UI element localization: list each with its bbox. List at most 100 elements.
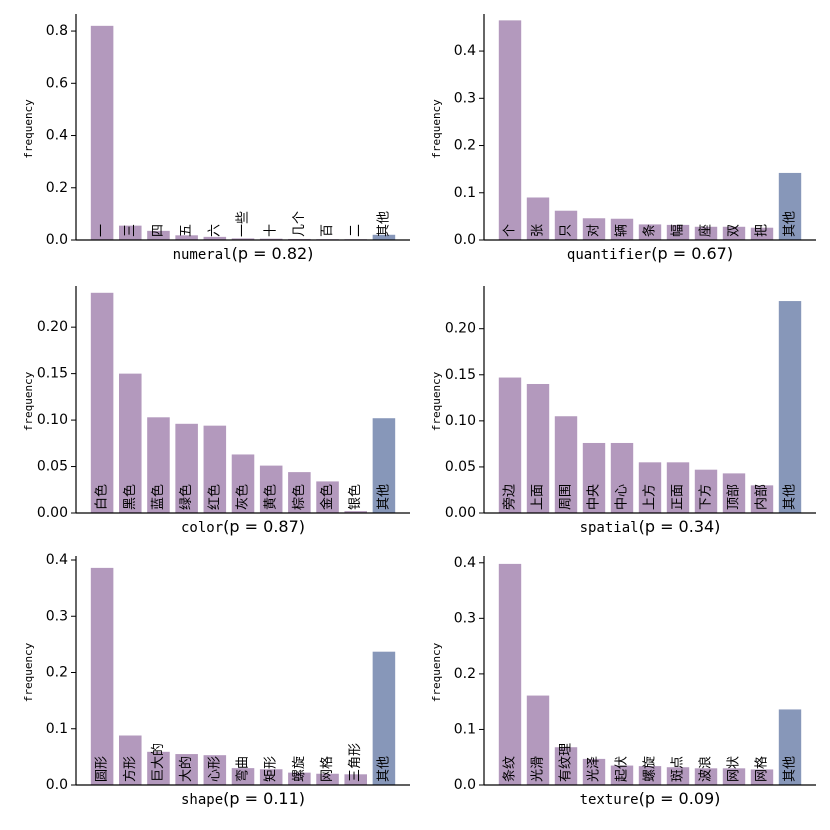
ytick-label-color-3: 0.15 xyxy=(37,366,68,382)
bar-spatial-8 xyxy=(722,473,746,513)
ytick-label-shape-3: 0.3 xyxy=(46,608,68,624)
bar-label-spatial-0: 旁边 xyxy=(502,484,518,510)
bar-label-quantifier-10: 其他 xyxy=(783,211,798,237)
bar-label-color-10: 其他 xyxy=(376,484,391,510)
bar-label-shape-5: 弯曲 xyxy=(235,756,251,782)
bar-quantifier-2 xyxy=(554,210,578,240)
bar-texture-10 xyxy=(778,709,802,785)
bar-label-numeral-0: 一 xyxy=(95,224,110,237)
ytick-label-texture-0: 0.0 xyxy=(454,777,476,793)
xlabel-spatial: spatial(p = 0.34) xyxy=(580,517,721,536)
ytick-label-color-0: 0.00 xyxy=(37,505,68,521)
bar-label-numeral-1: 三 xyxy=(123,224,138,237)
bar-label-numeral-4: 六 xyxy=(207,224,222,237)
chart-spatial: 旁边 上面 周围 中央 中心 上方 正面 下方 顶部 内部 其他 0.00 0.05 0.10 0.15 0.… xyxy=(430,286,816,536)
ytick-label-numeral-1: 0.2 xyxy=(46,180,68,196)
bar-spatial-7 xyxy=(694,469,718,513)
bar-label-color-0: 白色 xyxy=(94,484,110,510)
bar-spatial-1 xyxy=(526,383,550,513)
bar-spatial-5 xyxy=(638,462,662,513)
ylabel-spatial: frequency xyxy=(430,371,443,431)
bar-quantifier-0 xyxy=(498,20,522,240)
ytick-label-quantifier-3: 0.3 xyxy=(454,90,476,106)
bar-label-shape-9: 三角形 xyxy=(348,743,363,782)
bar-quantifier-6 xyxy=(666,224,690,240)
bar-label-spatial-10: 其他 xyxy=(783,484,798,510)
bar-shape-10 xyxy=(372,651,396,785)
ytick-label-spatial-3: 0.15 xyxy=(445,367,476,383)
bar-label-numeral-10: 其他 xyxy=(376,211,391,237)
ytick-label-texture-2: 0.2 xyxy=(454,666,476,682)
ytick-label-numeral-4: 0.8 xyxy=(46,23,68,39)
ytick-label-spatial-2: 0.10 xyxy=(445,413,476,429)
bar-texture-4 xyxy=(610,765,634,785)
bar-texture-3 xyxy=(582,758,606,785)
bar-shape-4 xyxy=(203,755,227,785)
bar-shape-8 xyxy=(316,773,339,785)
bar-quantifier-5 xyxy=(638,224,662,240)
bar-quantifier-1 xyxy=(526,197,550,240)
bar-texture-2 xyxy=(554,747,578,785)
chart-quantifier: 个张只对辆条幅座双把其他 0.0 0.1 0.2 0.3 0.4 frequency quan… xyxy=(430,14,816,263)
bar-texture-5 xyxy=(638,766,662,785)
ytick-label-texture-4: 0.4 xyxy=(454,555,476,571)
ytick-label-texture-1: 0.1 xyxy=(454,721,476,737)
bar-label-shape-7: 螺旋 xyxy=(292,756,307,782)
bar-spatial-10 xyxy=(778,301,802,513)
bar-label-spatial-5: 上方 xyxy=(642,484,658,510)
bar-label-shape-3: 大的 xyxy=(178,756,194,782)
ytick-label-spatial-1: 0.05 xyxy=(445,459,476,475)
bar-color-1 xyxy=(119,373,142,514)
bar-label-texture-5: 螺旋 xyxy=(643,756,658,782)
ytick-label-spatial-0: 0.00 xyxy=(445,505,476,521)
bar-numeral-4 xyxy=(203,236,227,240)
bar-label-numeral-2: 四 xyxy=(151,224,166,237)
ytick-label-shape-0: 0.0 xyxy=(46,777,68,793)
xlabel-shape: shape(p = 0.11) xyxy=(181,789,305,808)
chart-texture: 条纹 光滑 有纹理 光泽 起伏 螺旋 斑点 波浪 网状 网格 其他 0.0 0.1 0.2 0.3 0.4 fr… xyxy=(430,555,816,808)
bar-label-texture-0: 条纹 xyxy=(502,756,518,782)
bar-label-quantifier-2: 只 xyxy=(559,224,574,237)
bar-label-shape-8: 网格 xyxy=(319,756,335,782)
bar-shape-3 xyxy=(175,754,198,785)
bar-label-quantifier-5: 条 xyxy=(642,224,658,237)
bar-label-shape-2: 巨大的 xyxy=(150,743,166,782)
bar-color-7 xyxy=(288,472,311,513)
bar-label-color-3: 绿色 xyxy=(178,484,194,510)
bar-label-color-7: 棕色 xyxy=(291,484,307,510)
bar-label-color-9: 银色 xyxy=(347,484,363,510)
bar-label-quantifier-8: 双 xyxy=(727,224,742,237)
bar-label-texture-2: 有纹理 xyxy=(559,743,574,782)
bar-numeral-1 xyxy=(119,225,142,240)
ytick-label-texture-3: 0.3 xyxy=(454,610,476,626)
bar-label-color-5: 灰色 xyxy=(235,484,251,510)
bar-quantifier-9 xyxy=(750,227,774,240)
bar-label-numeral-8: 百 xyxy=(320,224,335,237)
chart-shape: 圆形 方形 巨大的 大的 心形 弯曲 矩形 螺旋 网格 三角形 其他 0.0 0.1 0.2 0.3 0.4 f… xyxy=(22,552,410,808)
xlabel-color: color(p = 0.87) xyxy=(181,517,305,536)
bar-color-8 xyxy=(316,481,339,513)
ylabel-quantifier: frequency xyxy=(430,99,443,159)
bar-color-9 xyxy=(344,511,367,513)
ylabel-shape: frequency xyxy=(22,642,35,702)
bar-numeral-2 xyxy=(147,230,170,240)
ytick-label-shape-2: 0.2 xyxy=(46,665,68,681)
bar-label-color-4: 红色 xyxy=(206,484,222,510)
bar-color-2 xyxy=(147,417,170,513)
bar-label-texture-10: 其他 xyxy=(783,756,798,782)
bar-texture-8 xyxy=(722,768,746,785)
bar-label-numeral-7: 几个 xyxy=(292,211,307,237)
bar-label-shape-10: 其他 xyxy=(376,756,391,782)
bar-numeral-0 xyxy=(90,25,114,241)
bar-label-spatial-7: 下方 xyxy=(698,484,714,510)
bar-label-spatial-8: 顶部 xyxy=(727,484,742,510)
bar-label-shape-6: 矩形 xyxy=(264,756,279,782)
bar-spatial-9 xyxy=(750,485,774,513)
bar-spatial-4 xyxy=(610,442,634,513)
bar-label-color-8: 金色 xyxy=(319,484,335,510)
bar-numeral-5 xyxy=(231,238,255,240)
bar-label-quantifier-3: 对 xyxy=(587,224,602,237)
bar-label-texture-1: 光滑 xyxy=(531,756,546,782)
bar-quantifier-3 xyxy=(582,218,606,240)
